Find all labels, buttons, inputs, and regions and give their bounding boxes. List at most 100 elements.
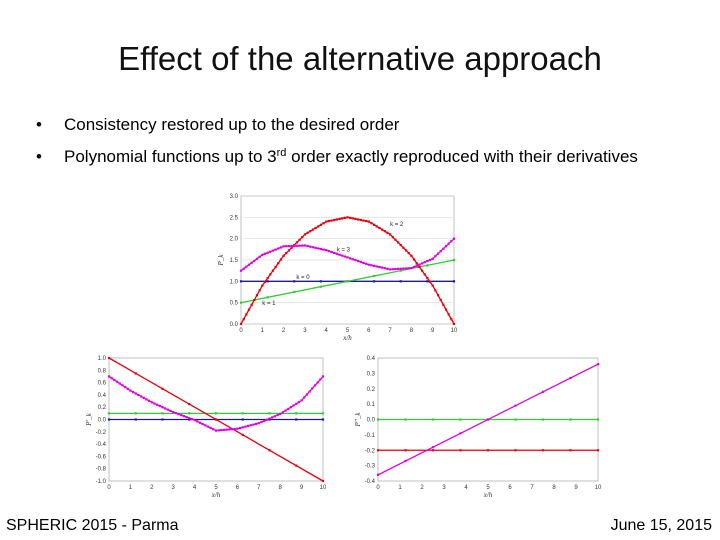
data-point (180, 414, 183, 417)
data-point (303, 244, 306, 247)
data-point (404, 459, 407, 463)
data-point (263, 419, 266, 422)
data-point (188, 403, 191, 406)
data-point (596, 449, 600, 452)
y-tick-label: -0.4 (96, 442, 107, 448)
data-point (282, 245, 285, 248)
data-point (193, 419, 196, 422)
y-axis-label: P'_k (85, 412, 93, 426)
data-point (341, 217, 344, 220)
data-point (258, 255, 261, 258)
data-point (311, 228, 314, 231)
data-point (439, 298, 442, 302)
data-point (351, 258, 354, 261)
series-1 (107, 412, 325, 415)
data-point (295, 418, 298, 421)
x-tick-label: 1 (398, 485, 402, 491)
data-point (311, 387, 314, 390)
data-point (217, 429, 220, 432)
data-point (362, 261, 365, 264)
bullet-text: Polynomial functions up to 3rd order exa… (64, 144, 638, 170)
data-point (333, 251, 336, 255)
data-point (389, 233, 392, 236)
data-point (245, 313, 248, 316)
data-point (228, 428, 231, 431)
data-point (514, 418, 517, 421)
x-tick-label: 3 (303, 328, 307, 334)
chart-bottom-left: 0 1 2 3 4 5 6 7 8 9 10 -1.0 -0.8 -0.6 -0.4 -0.2 0.0 0.2 0.… (85, 356, 327, 499)
y-tick-label: -0.8 (96, 467, 107, 473)
data-point (423, 261, 426, 264)
y-tick-label: 0.0 (230, 322, 239, 328)
y-tick-label: 1.0 (98, 356, 107, 362)
data-point (300, 399, 303, 402)
data-point (188, 417, 191, 420)
data-point (204, 424, 207, 427)
data-point (319, 223, 322, 226)
data-point (431, 257, 434, 260)
data-point (252, 423, 255, 426)
data-point (206, 425, 210, 428)
data-point (271, 416, 274, 419)
data-point (266, 251, 269, 254)
data-point (279, 412, 282, 416)
data-point (459, 449, 462, 452)
data-point (436, 294, 440, 297)
data-point (253, 298, 256, 302)
data-point (129, 389, 132, 392)
data-point (244, 425, 247, 428)
data-point (258, 289, 261, 292)
data-point (245, 265, 248, 268)
data-point (266, 280, 269, 283)
x-axis-label: x/h (342, 334, 352, 342)
data-point (277, 247, 280, 250)
data-point (319, 285, 322, 288)
bullet-text: Consistency restored up to the desired o… (64, 115, 400, 134)
data-point (295, 412, 298, 415)
data-point (428, 280, 432, 283)
y-tick-label: -0.1 (365, 433, 376, 439)
data-point (459, 418, 462, 421)
data-point (115, 380, 119, 383)
y-tick-label: -0.2 (96, 430, 107, 436)
data-point (153, 402, 156, 405)
data-point (330, 250, 333, 254)
data-point (314, 246, 317, 249)
data-point (239, 269, 243, 272)
data-point (389, 268, 392, 271)
data-point (434, 255, 437, 258)
data-point (319, 378, 322, 381)
data-point (317, 247, 320, 250)
data-point (134, 392, 137, 395)
data-point (399, 243, 402, 247)
data-point (333, 218, 336, 222)
data-point (279, 246, 283, 249)
data-point (431, 446, 435, 449)
slide-title: Effect of the alternative approach (118, 40, 602, 77)
series-3 (239, 237, 456, 272)
data-point (444, 308, 448, 311)
data-point (263, 280, 267, 283)
data-point (279, 258, 283, 261)
series-2 (239, 216, 456, 326)
data-point (220, 429, 223, 432)
data-point (161, 387, 164, 390)
data-point (241, 426, 244, 429)
x-tick-label: 5 (214, 485, 218, 491)
data-point (452, 280, 456, 283)
data-point (145, 398, 148, 401)
data-point (282, 254, 285, 257)
data-point (297, 401, 301, 404)
data-point (415, 262, 418, 265)
data-point (121, 384, 124, 387)
data-point (185, 416, 188, 419)
data-point (378, 265, 381, 269)
data-point (431, 418, 435, 421)
x-tick-label: 1 (261, 328, 265, 334)
y-tick-label: -0.3 (365, 464, 376, 470)
y-tick-label: 0.2 (367, 387, 376, 393)
data-point (247, 263, 251, 266)
data-point (287, 245, 291, 248)
data-point (309, 245, 312, 248)
data-point (134, 418, 137, 421)
